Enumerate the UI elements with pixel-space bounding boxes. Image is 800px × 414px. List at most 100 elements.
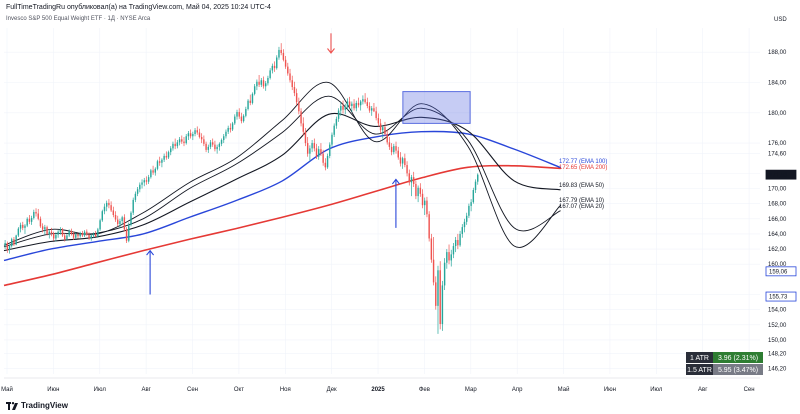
candle-body (474, 181, 477, 191)
candle-body (309, 148, 311, 154)
tradingview-brand[interactable]: TradingView (6, 401, 68, 410)
x-tick-label: Авг (141, 387, 151, 393)
candle-body (364, 99, 366, 103)
candle-body (156, 161, 159, 169)
candle-body (262, 80, 265, 87)
candle-body (377, 118, 380, 124)
ema-line-ema200 (3, 164, 561, 287)
y-tick-label: 160,00 (768, 262, 787, 268)
candle-body (28, 218, 31, 222)
candle-body (390, 146, 393, 153)
candle-body (211, 142, 214, 145)
candle-body (125, 229, 128, 241)
candle-body (406, 165, 408, 174)
x-tick-label: Фев (419, 387, 430, 393)
candle-body (298, 102, 300, 112)
candle-body (443, 262, 446, 286)
candle-body (185, 136, 187, 144)
candle-body (181, 139, 183, 142)
candle-body (457, 239, 459, 246)
candle-body (19, 224, 22, 229)
candle-body (66, 235, 68, 240)
candle-body (11, 239, 13, 247)
candle-body (424, 200, 426, 206)
candle-body (412, 177, 415, 184)
candle-body (245, 109, 247, 116)
publisher-line: FullTimeTradingRu опубликовал(а) на Trad… (6, 4, 271, 11)
candle-body (249, 100, 251, 103)
atr-box: 1 ATR 3.96 (2.31%) 1.5 ATR 5.95 (3.47%) (686, 352, 763, 375)
x-tick-label: Июн (604, 387, 616, 393)
candle-body (435, 282, 437, 306)
candle-body (167, 152, 170, 158)
candle-body (346, 101, 349, 107)
ema-lines (3, 82, 561, 287)
candle-body (470, 202, 472, 206)
ema-label-ema50: 169.83 (EMA 50) (559, 183, 604, 189)
candle-body (170, 148, 172, 153)
x-axis: Май Июн Июл Авг Сен Окт Ноя Дек 2025 Фев Мар Апр Май… (1, 377, 760, 393)
ema-line-ema20 (3, 95, 561, 248)
candle-body (205, 143, 207, 150)
candle-body (393, 146, 395, 153)
candle-body (194, 130, 196, 134)
candle-body (267, 77, 269, 84)
candle-body (258, 81, 260, 85)
candle-body (441, 285, 444, 325)
candle-body (465, 215, 468, 222)
candle-body (68, 230, 70, 236)
candle-body (318, 149, 320, 157)
candle-body (225, 131, 227, 137)
candle-body (306, 143, 309, 154)
candle-body (227, 127, 229, 132)
y-tick-label: 164,00 (768, 232, 787, 238)
candle-body (136, 189, 139, 194)
brand-text: TradingView (21, 401, 68, 410)
candle-body (223, 136, 225, 141)
candle-body (77, 234, 79, 237)
ema-label-ema20: 167.07 (EMA 20) (559, 204, 604, 210)
atr-label-cell (686, 352, 713, 363)
candle-body (83, 231, 86, 236)
candle-body (379, 123, 382, 131)
candle-body (276, 57, 278, 69)
candle-body (99, 220, 101, 230)
candle-body (61, 229, 64, 236)
candle-body (192, 133, 194, 137)
x-tick-label: Окт (234, 387, 244, 393)
candle-body (329, 144, 331, 156)
price-tag-label: 155,73 (769, 295, 788, 301)
y-tick-label: 168,00 (768, 202, 787, 208)
candle-body (289, 73, 291, 81)
candle-body (324, 162, 327, 168)
candle-body (417, 187, 419, 197)
candle-body (265, 83, 267, 87)
candle-body (395, 146, 397, 151)
grid (4, 28, 760, 374)
candle-body (300, 111, 302, 124)
candle-body (278, 49, 280, 58)
candle-body (17, 228, 20, 236)
candle-body (366, 102, 369, 106)
candle-body (110, 205, 112, 211)
candle-body (359, 101, 362, 106)
candle-body (384, 127, 386, 134)
x-tick-label: Дек (327, 387, 337, 393)
candle-body (22, 224, 24, 228)
y-tick-label: 188,00 (768, 50, 787, 56)
candle-body (388, 142, 391, 147)
candle-body (112, 210, 115, 216)
candle-body (426, 200, 428, 215)
candle-body (353, 103, 355, 109)
candle-body (340, 105, 342, 111)
candle-body (362, 99, 364, 102)
candle-body (348, 101, 351, 106)
candle-body (172, 143, 174, 149)
candle-body (176, 142, 179, 147)
candle-body (33, 211, 35, 219)
ema-line-ema100 (3, 130, 561, 262)
candle-body (50, 231, 53, 234)
candle-body (415, 183, 417, 197)
candle-body (35, 211, 37, 214)
